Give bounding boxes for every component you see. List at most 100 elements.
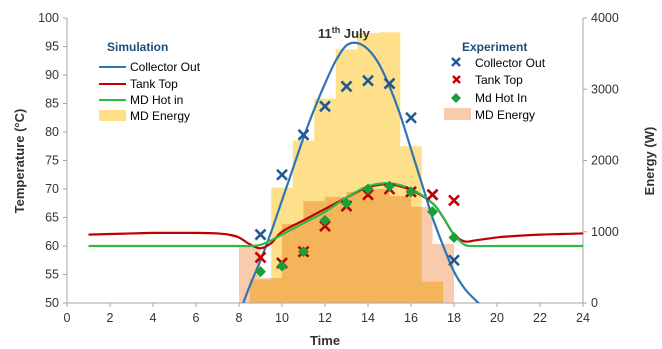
exp_collector_out-point-0 (254, 228, 267, 241)
md-energy-overlap-5-5 (357, 191, 368, 303)
exp_md_hot_in-point-4 (341, 197, 352, 209)
exp_tank_top-point-9 (448, 194, 460, 207)
md-energy-overlap-5-4 (346, 191, 358, 303)
legend-sim-md-energy-swatch (99, 110, 126, 121)
exp_md_hot_in-point-2 (298, 246, 309, 258)
exp_collector_out-point-7 (405, 111, 417, 124)
y-left-tick-label-65: 65 (45, 211, 59, 225)
legend-exp-md-hot-in-label: Md Hot In (475, 91, 527, 105)
exp_md_hot_in-point-9 (448, 231, 460, 243)
x-tick-label-24: 24 (576, 311, 590, 325)
md-energy-overlap-8-8 (421, 281, 433, 303)
exp_md_hot_in-point-1 (276, 260, 288, 272)
md-energy-overlap-2-1 (282, 223, 293, 303)
exp_collector_out-point-3 (319, 100, 331, 113)
legend-simulation: Simulation Collector Out Tank Top MD Hot… (99, 40, 201, 123)
markers-layer (254, 74, 460, 278)
legend-simulation-title: Simulation (107, 40, 168, 54)
exp_collector_out-point-5 (362, 74, 374, 87)
y-right-tick-label-1000: 1000 (591, 225, 619, 239)
md-energy-overlap-0-0 (249, 279, 261, 303)
x-tick-label-14: 14 (361, 311, 375, 325)
exp_md_hot_in-point-0 (255, 266, 266, 278)
md-energy-overlap-6-6 (378, 189, 390, 303)
legend-exp-md-hot-in-marker (451, 93, 461, 103)
exp_md_hot_in-point-7 (405, 186, 417, 198)
x-tick-label-20: 20 (490, 311, 504, 325)
y-right-axis-title: Energy (W) (642, 127, 657, 196)
sim_md_hot_in-line (88, 182, 583, 248)
x-tick-label-8: 8 (236, 311, 243, 325)
x-tick-label-22: 22 (533, 311, 547, 325)
md-energy-overlap-4-4 (335, 196, 347, 303)
y-left-tick-label-75: 75 (45, 154, 59, 168)
x-tick-label-0: 0 (64, 311, 71, 325)
y-left-tick-label-100: 100 (38, 11, 59, 25)
exp_md_hot_in-point-3 (319, 214, 331, 226)
x-tick-label-12: 12 (318, 311, 332, 325)
legend-sim-md-energy-label: MD Energy (130, 109, 190, 123)
legend-exp-tank-top-label: Tank Top (475, 73, 523, 87)
md-energy-overlap-1-0 (260, 279, 272, 303)
x-axis-title: Time (310, 333, 340, 348)
y-right-tick-label-4000: 4000 (591, 11, 619, 25)
legend-experiment: Experiment Collector Out Tank Top Md Hot… (444, 40, 546, 122)
y-right-tick-label-2000: 2000 (591, 154, 619, 168)
x-tick-label-6: 6 (193, 311, 200, 325)
legend-exp-tank-top-marker (452, 75, 461, 84)
exp_tank_top-point-3 (319, 220, 331, 232)
y-left-tick-label-80: 80 (45, 125, 59, 139)
sim_collector_out-line (242, 41, 481, 303)
y-left-tick-label-85: 85 (45, 97, 59, 111)
axes-layer: 0 2 4 6 8 10 12 14 16 18 20 22 245055606570758085909… (38, 11, 619, 325)
x-tick-label-2: 2 (107, 311, 114, 325)
sim_tank_top-line (88, 183, 583, 250)
y-left-axis-title: Temperature (°C) (12, 109, 27, 214)
x-tick-label-10: 10 (275, 311, 289, 325)
md-energy-overlap-3-2 (303, 201, 315, 303)
exp_md_hot_in-point-5 (362, 183, 374, 195)
exp_tank_top-point-8 (426, 188, 439, 201)
legend-sim-tank-top-label: Tank Top (130, 77, 178, 91)
exp_tank_top-point-5 (362, 188, 374, 201)
y-left-tick-label-55: 55 (45, 268, 59, 282)
x-tick-label-4: 4 (150, 311, 157, 325)
y-left-tick-label-95: 95 (45, 40, 59, 54)
chart-title: 11th July (318, 25, 371, 41)
legend-sim-md-hot-in-label: MD Hot in (130, 93, 183, 107)
md-energy-overlap-3-3 (314, 201, 325, 303)
bars-layer (239, 32, 454, 304)
y-left-tick-label-70: 70 (45, 182, 59, 196)
legend-experiment-title: Experiment (462, 40, 527, 54)
exp_collector_out-point-9 (448, 254, 460, 267)
md-energy-overlap-6-5 (368, 189, 379, 303)
y-right-tick-label-3000: 3000 (591, 82, 619, 96)
exp_collector_out-point-1 (276, 168, 288, 181)
legend-sim-collector-out-label: Collector Out (130, 60, 201, 74)
md-energy-overlap-1-1 (271, 278, 282, 303)
exp_collector_out-point-6 (383, 77, 396, 90)
exp_md_hot_in-point-6 (384, 180, 395, 192)
md-energy-overlap-8-7 (411, 206, 422, 303)
legend-exp-collector-out-label: Collector Out (475, 56, 546, 70)
legend-exp-collector-out-marker (451, 57, 461, 67)
y-left-tick-label-50: 50 (45, 296, 59, 310)
md-energy-overlap-7-7 (400, 196, 411, 303)
md-energy-overlap-7-6 (389, 196, 401, 303)
y-left-tick-label-60: 60 (45, 239, 59, 253)
md-energy-overlap-4-3 (325, 196, 336, 303)
lines-layer (88, 41, 583, 303)
y-right-tick-label-0: 0 (591, 296, 598, 310)
exp_md_hot_in-point-8 (427, 206, 438, 218)
exp_collector_out-point-4 (340, 80, 353, 93)
exp_collector_out-point-2 (297, 128, 310, 141)
legend-exp-md-energy-label: MD Energy (475, 108, 535, 122)
md-energy-overlap-9-8 (432, 281, 444, 303)
x-tick-label-16: 16 (404, 311, 418, 325)
x-tick-label-18: 18 (447, 311, 461, 325)
md-energy-overlap-2-2 (292, 223, 304, 303)
legend-exp-md-energy-swatch (444, 108, 471, 120)
y-left-tick-label-90: 90 (45, 68, 59, 82)
exp_tank_top-point-0 (254, 251, 267, 264)
